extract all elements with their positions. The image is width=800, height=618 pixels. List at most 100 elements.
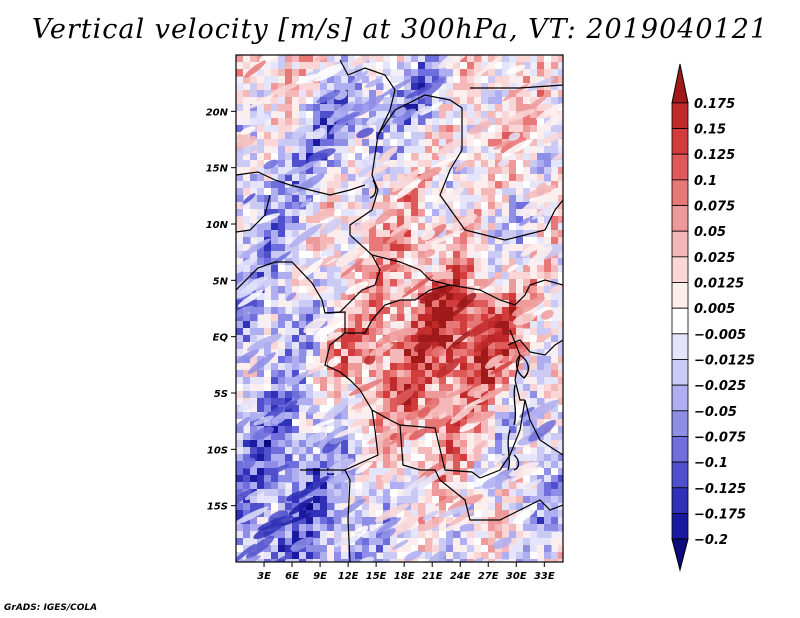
field-cell: [509, 202, 517, 210]
field-cell: [481, 517, 489, 525]
field-cell: [320, 482, 328, 490]
field-cell: [558, 356, 563, 364]
field-cell: [341, 412, 349, 420]
field-cell: [313, 307, 321, 315]
field-cell: [355, 391, 363, 399]
field-cell: [404, 342, 412, 350]
lat-tick-label: 15N: [206, 164, 229, 175]
field-cell: [537, 118, 545, 126]
field-streak: [549, 284, 563, 295]
field-cell: [502, 97, 510, 105]
field-cell: [348, 363, 356, 371]
field-cell: [460, 489, 468, 497]
field-cell: [243, 482, 251, 490]
field-streak: [344, 535, 360, 545]
field-cell: [558, 545, 563, 553]
field-cell: [530, 195, 538, 203]
field-cell: [502, 216, 510, 224]
field-cell: [341, 139, 349, 147]
field-cell: [439, 300, 447, 308]
field-cell: [320, 538, 328, 546]
field-cell: [362, 475, 370, 483]
field-cell: [467, 461, 475, 469]
field-cell: [250, 405, 258, 413]
field-cell: [285, 356, 293, 364]
field-cell: [334, 104, 342, 112]
field-cell: [544, 167, 552, 175]
field-cell: [530, 230, 538, 238]
field-cell: [348, 118, 356, 126]
field-cell: [404, 321, 412, 329]
field-cell: [425, 363, 433, 371]
field-cell: [558, 90, 563, 98]
field-cell: [278, 398, 286, 406]
field-cell: [264, 454, 272, 462]
field-cell: [558, 461, 563, 469]
field-cell: [278, 496, 286, 504]
field-cell: [481, 370, 489, 378]
field-streak: [247, 352, 276, 375]
field-cell: [530, 223, 538, 231]
field-cell: [369, 503, 377, 511]
field-cell: [516, 125, 524, 133]
field-cell: [271, 328, 279, 336]
field-cell: [236, 559, 244, 562]
field-cell: [481, 76, 489, 84]
field-cell: [257, 251, 265, 259]
field-cell: [250, 440, 258, 448]
field-cell: [383, 300, 391, 308]
field-cell: [383, 391, 391, 399]
field-cell: [355, 377, 363, 385]
field-cell: [376, 496, 384, 504]
field-cell: [362, 258, 370, 266]
field-cell: [390, 405, 398, 413]
field-streak: [436, 357, 461, 378]
field-cell: [355, 328, 363, 336]
field-cell: [362, 293, 370, 301]
field-cell: [278, 195, 286, 203]
field-cell: [243, 524, 251, 532]
field-streak: [390, 222, 411, 238]
field-cell: [292, 342, 300, 350]
colorbar-label: 0.15: [694, 123, 726, 138]
field-cell: [299, 363, 307, 371]
field-cell: [376, 335, 384, 343]
field-streak: [500, 137, 527, 154]
field-cell: [523, 97, 531, 105]
field-cell: [397, 454, 405, 462]
field-cell: [236, 209, 244, 217]
field-cell: [299, 426, 307, 434]
field-cell: [264, 405, 272, 413]
field-cell: [390, 552, 398, 560]
colorbar-label: −0.05: [694, 405, 737, 420]
field-cell: [509, 286, 517, 294]
field-cell: [236, 524, 244, 532]
field-cell: [425, 307, 433, 315]
field-cell: [432, 258, 440, 266]
field-cell: [404, 482, 412, 490]
field-cell: [271, 447, 279, 455]
field-cell: [292, 69, 300, 77]
field-cell: [327, 279, 335, 287]
field-cell: [243, 314, 251, 322]
field-cell: [467, 104, 475, 112]
field-cell: [502, 300, 510, 308]
field-cell: [257, 188, 265, 196]
field-cell: [453, 545, 461, 553]
field-cell: [481, 181, 489, 189]
field-cell: [243, 377, 251, 385]
field-cell: [488, 293, 496, 301]
field-cell: [271, 307, 279, 315]
field-cell: [390, 461, 398, 469]
field-cell: [278, 132, 286, 140]
field-cell: [411, 370, 419, 378]
field-cell: [320, 552, 328, 560]
field-cell: [257, 125, 265, 133]
field-cell: [313, 118, 321, 126]
field-cell: [313, 146, 321, 154]
field-cell: [292, 307, 300, 315]
field-cell: [453, 90, 461, 98]
field-cell: [292, 370, 300, 378]
field-cell: [334, 454, 342, 462]
field-cell: [250, 97, 258, 105]
